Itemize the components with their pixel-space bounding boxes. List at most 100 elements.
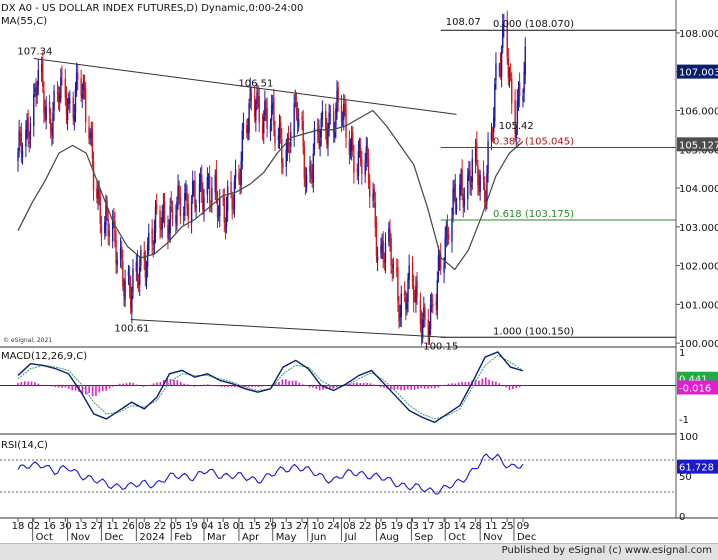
price-bar-body [111, 220, 114, 242]
price-bar-body [446, 225, 449, 236]
price-bar-body [89, 133, 91, 135]
price-bar-body [477, 165, 479, 185]
month-label: 2024 [139, 532, 164, 543]
price-bar-body [515, 129, 517, 138]
y-tick-label: 108.000 [679, 29, 718, 40]
price-bar-body [65, 93, 68, 116]
ma-value-tag: 105.127 [679, 140, 718, 151]
macd-y-tick: 1 [679, 348, 685, 359]
price-bar-body [264, 101, 266, 116]
price-bar-body [155, 204, 158, 210]
price-bar-body [144, 256, 147, 278]
price-bar-body [225, 207, 228, 227]
price-bar-body [357, 151, 360, 177]
price-bar-body [145, 271, 148, 282]
price-bar-body [128, 276, 131, 289]
price-bar-body [382, 240, 384, 260]
price-bar-body [500, 52, 503, 77]
price-bar-body [21, 150, 24, 158]
month-label: Dec [517, 532, 536, 543]
price-bar-body [476, 141, 478, 162]
price-bar-body [524, 46, 526, 75]
price-bar-body [313, 127, 316, 149]
price-bar-body [345, 108, 347, 139]
price-annotation: 107.34 [17, 47, 52, 58]
price-bar-body [454, 183, 457, 205]
month-label: Apr [242, 532, 260, 543]
price-bar-body [366, 145, 369, 157]
chart-title: DX A0 - US DOLLAR INDEX FUTURES,D) Dynam… [1, 3, 304, 14]
price-bar-body [478, 180, 480, 188]
price-bar-body [119, 247, 122, 260]
price-bar-body [374, 202, 377, 228]
price-bar-body [107, 218, 109, 236]
price-bar-body [42, 61, 44, 87]
price-bar-body [248, 103, 250, 133]
price-bar-body [490, 132, 493, 141]
month-label: Aug [379, 532, 399, 543]
x-tick-label: 22 [359, 521, 372, 532]
price-bar-body [159, 210, 161, 229]
price-bar-body [474, 146, 477, 163]
price-bar-body [68, 97, 70, 105]
macd-line [17, 351, 524, 424]
price-bar-body [184, 193, 186, 216]
price-bar-body [445, 225, 448, 239]
price-bar-body [327, 131, 329, 146]
price-bar-body [375, 222, 378, 256]
price-bar-body [100, 226, 103, 237]
price-bar-body [440, 253, 442, 270]
price-bar-body [269, 124, 272, 133]
price-bar-body [81, 93, 83, 98]
price-bar-body [207, 180, 210, 182]
price-bar-body [390, 238, 392, 266]
y-tick-label: 104.000 [679, 184, 718, 195]
price-bar-body [487, 141, 489, 174]
price-bar-body [187, 203, 189, 219]
fib-label: 0.382 (105.045) [493, 137, 574, 148]
price-bar-body [160, 227, 162, 231]
price-bar-body [325, 110, 327, 129]
price-bar-body [193, 185, 195, 187]
month-label: Jul [344, 532, 357, 543]
price-bar-body [430, 299, 433, 302]
price-bar-body [391, 269, 393, 273]
price-bar-body [19, 132, 21, 137]
x-tick-label: 11 [106, 521, 119, 532]
price-bar-body [136, 260, 139, 279]
price-bar-body [344, 103, 346, 110]
price-bar-body [282, 162, 284, 168]
rsi-line [17, 453, 524, 495]
price-bar-body [185, 189, 187, 191]
macd-title: MACD(12,26,9,C) [1, 351, 88, 362]
price-bar-body [148, 233, 150, 250]
price-bar-body [461, 170, 463, 191]
price-bar-body [278, 124, 281, 139]
price-bar-body [36, 86, 38, 97]
price-bar-body [75, 72, 78, 91]
price-bar-body [502, 24, 504, 49]
price-bar-body [263, 116, 265, 133]
y-tick-label: 101.000 [679, 300, 718, 311]
price-bar-body [241, 130, 244, 161]
price-bar-body [509, 73, 512, 77]
price-bar-body [408, 265, 410, 280]
price-bar-body [66, 108, 69, 120]
price-bar-body [206, 177, 209, 195]
month-label: Jun [310, 532, 327, 543]
y-tick-label: 106.000 [679, 106, 718, 117]
fib-label: 1.000 (100.150) [493, 326, 574, 337]
price-bar-body [326, 127, 328, 144]
ma-value-tag-bg [677, 137, 718, 152]
price-bar-body [199, 174, 202, 185]
trend-line [130, 318, 446, 338]
price-bar-body [336, 91, 338, 113]
price-bar-body [452, 188, 454, 215]
x-tick-label: 28 [469, 521, 482, 532]
price-bar-body [293, 103, 295, 137]
price-bar-body [53, 90, 55, 111]
price-bar-body [56, 91, 59, 94]
price-bar-body [451, 217, 453, 242]
price-bar-body [361, 159, 363, 174]
